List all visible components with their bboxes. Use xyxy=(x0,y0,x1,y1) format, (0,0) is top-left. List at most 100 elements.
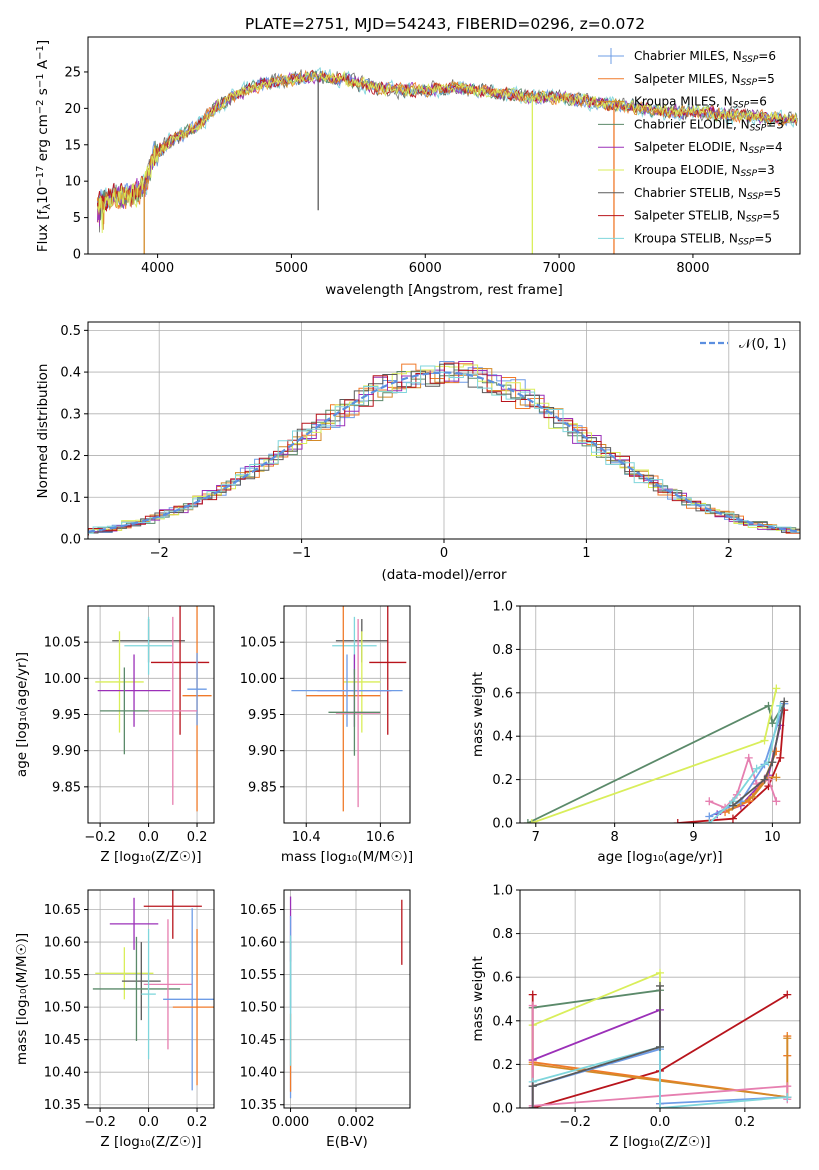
spectrum-y-label-part: −17 xyxy=(35,166,46,187)
y-axis-label: mass [log₁₀(M/M☉)] xyxy=(14,933,30,1065)
legend-entry-count: =4 xyxy=(765,140,783,154)
y-axis-label: age [log₁₀(age/yr)] xyxy=(14,652,30,777)
gaussian-curve xyxy=(88,371,800,533)
residual-x-tick-label: −1 xyxy=(292,546,311,561)
legend-entry-count: =6 xyxy=(749,95,767,109)
legend-entry-sub: SSP xyxy=(750,124,767,134)
x-tick-label: −0.2 xyxy=(559,1115,591,1130)
y-tick-label: 10.65 xyxy=(44,903,81,918)
x-tick-label: −0.2 xyxy=(84,830,116,845)
y-tick-label: 10.45 xyxy=(44,1033,81,1048)
residual-x-tick-label: 1 xyxy=(582,546,590,561)
y-tick-label: 0.4 xyxy=(492,730,513,745)
y-tick-label: 0.2 xyxy=(492,1058,513,1073)
legend-entry-sub: SSP xyxy=(738,238,755,248)
spectrum-y-label-part: Flux [f xyxy=(35,209,51,253)
panel-data xyxy=(528,968,792,1108)
weight-series-line xyxy=(732,701,786,807)
spectrum-x-tick-label: 4000 xyxy=(141,261,174,276)
y-tick-label: 10.40 xyxy=(44,1066,81,1081)
y-axis-label: mass weight xyxy=(470,672,486,757)
weight-point-marker xyxy=(780,697,789,706)
y-tick-label: 9.90 xyxy=(52,744,81,759)
weight-point-marker xyxy=(748,792,757,801)
spectrum-y-label-part: −1 xyxy=(35,73,46,88)
age-vs-mass-panel: 10.4 10.6 9.85 9.90 9.95 10.00 10.05 mass [log₁… xyxy=(240,605,413,865)
spectrum-y-tick-label: 0 xyxy=(73,248,81,263)
legend-entry-label: Salpeter MILES, NSSP=5 xyxy=(634,72,775,88)
spectrum-series-line xyxy=(97,70,798,234)
age-vs-metallicity-panel: −0.2 0.0 0.2 9.85 9.90 9.95 10.00 10.05 Z [log₁₀… xyxy=(14,605,215,865)
panel-axes-frame xyxy=(519,605,801,824)
legend-entry-name: Kroupa STELIB, N xyxy=(634,231,738,245)
weight-point-marker xyxy=(768,719,777,728)
legend-entry-name: Salpeter MILES, N xyxy=(634,72,741,86)
legend-entry-label: Kroupa STELIB, NSSP=5 xyxy=(634,231,772,247)
weight-point-marker xyxy=(772,773,781,782)
weight-series-line xyxy=(532,1045,788,1108)
x-axis-label: Z [log₁₀(Z/Z☉)] xyxy=(100,849,201,865)
legend-entry-name: Kroupa ELODIE, N xyxy=(634,163,741,177)
weight-point-marker xyxy=(783,1082,792,1091)
legend-entry-name: Salpeter ELODIE, N xyxy=(634,140,748,154)
residual-x-tick-label: 2 xyxy=(725,546,733,561)
spectrum-x-tick-label: 8000 xyxy=(676,261,709,276)
y-tick-label: 0.4 xyxy=(492,1014,513,1029)
legend-entry-count: =5 xyxy=(754,231,772,245)
legend-entry-count: =5 xyxy=(757,72,775,86)
spectrum-x-tick-label: 6000 xyxy=(409,261,442,276)
legend-entry-count: =3 xyxy=(757,163,775,177)
weight-point-marker xyxy=(783,990,792,999)
y-tick-label: 10.50 xyxy=(240,1001,277,1016)
spectrum-y-label-part: A xyxy=(35,59,51,73)
weight-point-marker xyxy=(764,701,773,710)
weight-series-line xyxy=(708,754,778,809)
spectrum-y-label-part: −1 xyxy=(35,45,46,60)
y-tick-label: 9.90 xyxy=(248,744,277,759)
spectrum-y-label-part: 10 xyxy=(35,187,51,204)
legend-entry-label: Chabrier MILES, NSSP=6 xyxy=(634,49,776,65)
y-tick-label: 10.60 xyxy=(240,936,277,951)
weight-vs-metallicity-panel: −0.2 0.0 0.2 0.0 0.2 0.4 0.6 0.8 1.0 Z [log₁₀(Z/Z… xyxy=(470,884,801,1150)
legend-entry-sub: SSP xyxy=(747,192,764,202)
legend-entry-label: Chabrier ELODIE, NSSP=3 xyxy=(634,117,784,133)
legend-entry-label: Salpeter STELIB, NSSP=5 xyxy=(634,209,780,225)
y-axis-label: mass weight xyxy=(470,956,486,1041)
legend-entry-name: Kroupa MILES, N xyxy=(634,95,733,109)
spectrum-x-label: wavelength [Angstrom, rest frame] xyxy=(325,282,563,298)
weight-point-marker xyxy=(673,819,682,823)
y-tick-label: 10.55 xyxy=(44,968,81,983)
panel-data xyxy=(95,606,212,812)
x-axis-label: E(B-V) xyxy=(326,1134,368,1150)
residual-panel: −2 −1 0 1 2 0.0 0.1 0.2 0.3 0.4 0.5 (data-model)/e… xyxy=(35,321,801,583)
x-tick-label: 0.000 xyxy=(272,1115,309,1130)
weight-point-marker xyxy=(656,981,664,990)
panel-data xyxy=(291,606,407,812)
legend-entry-name: Chabrier STELIB, N xyxy=(634,186,747,200)
legend-entry-label: Kroupa ELODIE, NSSP=3 xyxy=(634,163,775,179)
y-tick-label: 0.0 xyxy=(492,817,513,832)
y-tick-label: 9.95 xyxy=(52,708,81,723)
x-tick-label: 10.4 xyxy=(292,830,321,845)
y-tick-label: 10.40 xyxy=(240,1066,277,1081)
legend-entry-sub: SSP xyxy=(741,169,758,179)
weight-series-line xyxy=(531,1008,661,1108)
residual-legend: 𝒩(0, 1) xyxy=(700,337,786,352)
weight-vs-age-panel: 7 8 9 10 0.0 0.2 0.4 0.6 0.8 1.0 age [log₁₀(age/yr… xyxy=(470,600,801,865)
y-tick-label: 10.35 xyxy=(44,1098,81,1113)
residual-histogram-series xyxy=(88,362,800,536)
legend-entry-sub: SSP xyxy=(742,55,759,65)
panel-axes-frame xyxy=(283,889,411,1109)
legend-entry-sub: SSP xyxy=(741,78,758,88)
legend-entry-count: =3 xyxy=(766,117,784,131)
spectrum-y-tick-label: 25 xyxy=(64,65,81,80)
spectrum-y-tick-label: 20 xyxy=(64,102,81,117)
weight-series-line xyxy=(527,703,785,823)
weight-point-marker xyxy=(656,968,664,977)
y-tick-label: 0.8 xyxy=(492,643,513,658)
legend-entry-label: Kroupa MILES, NSSP=6 xyxy=(634,95,767,111)
residual-y-tick-label: 0.4 xyxy=(60,366,81,381)
x-tick-label: 0.0 xyxy=(650,1115,671,1130)
y-tick-label: 0.2 xyxy=(492,773,513,788)
weight-point-marker xyxy=(528,990,537,999)
